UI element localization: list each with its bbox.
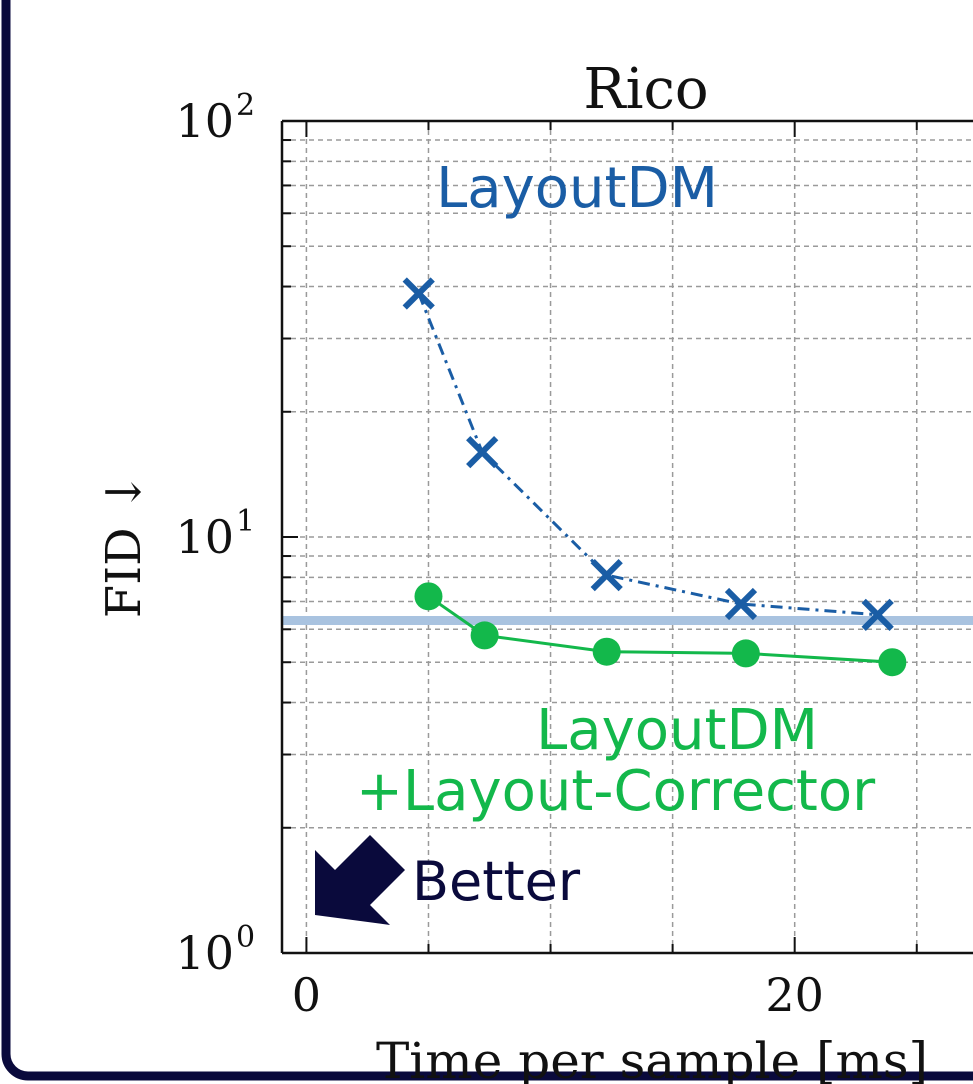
chart-title: Rico xyxy=(583,57,708,122)
series-label-corrector-line1: LayoutDM xyxy=(536,698,818,763)
series-label-layoutdm: LayoutDM xyxy=(436,156,718,221)
y-tick-label-exponent: 2 xyxy=(236,88,255,123)
data-point-x-marker xyxy=(402,277,435,310)
data-point-x-marker xyxy=(861,598,894,631)
marker-stroke xyxy=(590,558,623,592)
y-axis-label: FID ↓ xyxy=(96,472,152,618)
marker-stroke xyxy=(724,587,758,621)
data-point-circle-marker xyxy=(592,637,621,666)
marker-stroke xyxy=(861,598,894,631)
better-label: Better xyxy=(412,850,581,913)
x-axis-label: Time per sample [ms] xyxy=(376,1032,928,1084)
series-layer xyxy=(402,277,907,677)
y-tick-label: 10 xyxy=(175,510,234,564)
x-tick-label: 20 xyxy=(765,968,824,1022)
marker-stroke xyxy=(466,435,499,469)
data-point-x-marker xyxy=(724,587,758,621)
data-point-circle-marker xyxy=(731,639,760,668)
data-point-x-marker xyxy=(590,558,623,592)
y-tick-label-exponent: 1 xyxy=(236,504,255,539)
y-tick-label-exponent: 0 xyxy=(236,920,255,955)
data-point-circle-marker xyxy=(470,621,499,650)
y-tick-label: 10 xyxy=(175,926,234,980)
data-point-circle-marker xyxy=(878,648,907,677)
chart-ticks xyxy=(282,120,918,954)
x-tick-label: 0 xyxy=(292,968,321,1022)
series-line xyxy=(417,292,878,617)
chart-grid xyxy=(282,121,973,953)
data-point-x-marker xyxy=(466,435,499,469)
better-arrow-icon xyxy=(315,835,405,925)
data-point-circle-marker xyxy=(414,582,443,611)
marker-stroke xyxy=(402,277,435,310)
y-tick-label: 10 xyxy=(175,94,234,148)
series-label-corrector-line2: +Layout-Corrector xyxy=(356,759,876,824)
